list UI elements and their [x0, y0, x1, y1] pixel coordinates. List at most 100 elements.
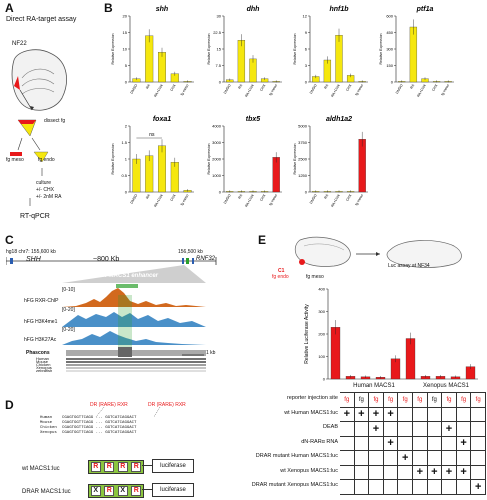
y-tick-label: 1250: [298, 173, 308, 178]
group-labels: Human MACS1 Xenopus MACS1: [338, 383, 486, 389]
grid-cell: +: [413, 465, 428, 480]
panel-e-embryo: [294, 236, 462, 268]
y-tick-label: 200: [318, 332, 325, 337]
y-tick-label: 600: [386, 14, 393, 19]
species-4: Xenopus: [36, 365, 52, 370]
grid-cell: +: [340, 407, 355, 422]
group-human: Human MACS1: [353, 383, 395, 389]
alignment-row: Mouse CGAGTGGTTCAGG ... GGTCATCAGGACT: [40, 421, 137, 425]
grid-cell: [354, 480, 370, 495]
panel-a-rt-qpcr: RT-qPCR: [20, 213, 50, 220]
y-tick-label: 300: [318, 309, 325, 314]
bar: [330, 327, 341, 380]
chart-title: hnf1b: [329, 6, 349, 13]
grid-cell: [442, 407, 457, 422]
fg-endo-piece: [33, 151, 49, 163]
genome-coord-right: 156,500 kb: [178, 249, 203, 255]
grid-cell: [354, 451, 370, 466]
row-label: dN-RARα RNA: [301, 438, 338, 445]
y-tick-label: 450: [386, 30, 393, 35]
left-site-label: DR (RARE) RXR: [90, 402, 128, 408]
distance-label: ~800 Kb: [93, 256, 120, 263]
culture-line-3: +/- 2nM RA: [36, 194, 62, 200]
x-tick-label: DMSO: [309, 193, 318, 204]
x-tick-label: RA: [323, 83, 329, 90]
tadpole-outline: [386, 240, 462, 268]
grid-cell: fg: [383, 393, 399, 408]
x-tick-label: fg meso: [180, 193, 190, 206]
grid-cell: [383, 465, 399, 480]
grid-cell: [398, 436, 413, 451]
grid-cell: fg: [427, 393, 443, 408]
track-name-2: hFG H3K4me1: [24, 319, 58, 325]
x-tick-label: RA+CHX: [244, 83, 255, 98]
y-axis-label: Relative Expression: [293, 143, 297, 174]
grid-cell: +: [383, 407, 399, 422]
grid-cell: +: [369, 407, 384, 422]
grid-cell: [340, 480, 355, 495]
chart-tbx5: tbx5 Relative Expression 0 1000 2000 3000 4000…: [204, 112, 284, 221]
genome-coord-left: hg18 chr7: 155,600 kb: [6, 249, 56, 255]
scale-label: 1 kb: [206, 350, 216, 356]
wt-luciferase-box: luciferase: [152, 459, 194, 473]
x-tick-label: RA: [237, 83, 243, 90]
grid-cell: [398, 407, 413, 422]
species-3: Chicken: [36, 362, 51, 367]
phastcons-track: [66, 350, 206, 356]
x-tick-label: CHX: [345, 83, 352, 92]
x-tick-label: DMSO: [223, 83, 232, 94]
h3k4me1-track: [62, 312, 206, 327]
y-axis-label: Relative Expression: [379, 33, 383, 64]
panel-c-tracks: [6, 257, 217, 372]
fg-meso-label: fg meso: [306, 274, 324, 280]
x-tick-label: DMSO: [130, 83, 139, 94]
y-tick-label: 0: [219, 80, 222, 85]
x-tick-label: CHX: [259, 193, 266, 202]
y-tick-label: 5: [125, 63, 128, 68]
track-range-1: [0-10]: [62, 287, 75, 293]
track-range-3: [0-20]: [62, 327, 75, 333]
panel-a-fg-meso: fg meso: [6, 157, 24, 163]
y-tick-label: 1000: [212, 173, 222, 178]
enhancer-mark: [186, 258, 189, 264]
chart-ptf1a: ptf1a Relative Expression 0 150 300 450 600 DMS…: [376, 2, 456, 111]
grid-cell: [354, 465, 370, 480]
condition-grid: fg fg fg fg fg fg fg fg fg fg + + + + + + + + + + + + + +: [340, 392, 486, 495]
rare-site: R: [117, 462, 128, 472]
panel-d-letter: D: [5, 398, 14, 412]
x-tick-label: CHX: [431, 83, 438, 92]
grid-cell: [427, 436, 443, 451]
rxr-track: [62, 288, 206, 307]
bar: [145, 35, 154, 83]
chart-foxa1: foxa1 Relative Expression 0 0.5 1 1.5 2 DMSO RA R…: [108, 112, 196, 221]
grid-cell: [471, 407, 486, 422]
grid-cell: +: [442, 422, 457, 437]
grid-cell: fg: [471, 393, 486, 408]
y-tick-label: 6: [305, 47, 308, 52]
panel-a-letter: A: [5, 1, 14, 15]
grid-cell: +: [398, 451, 413, 466]
y-tick-label: 5000: [298, 124, 308, 129]
chart-title: dhh: [247, 6, 260, 13]
panel-a-fg-endo: fg endo: [38, 157, 55, 163]
right-site-label: DR (RARE) RXR: [148, 402, 186, 408]
grid-cell: +: [442, 465, 457, 480]
luc-assay-label: Luc assay at NF34: [388, 263, 430, 269]
y-tick-label: 1: [125, 157, 128, 162]
panel-a-title: Direct RA-target assay: [6, 16, 77, 23]
mut-construct-link: [142, 489, 152, 490]
grid-cell: [369, 436, 384, 451]
fg-endo-label: fg endo: [272, 274, 289, 280]
chart-luciferase: Relative Luciferase Activity 0 100 200 300 40…: [300, 283, 480, 388]
grid-cell: +: [354, 407, 370, 422]
gene-label-rnf32: RNF32: [196, 256, 216, 262]
x-tick-label: DMSO: [395, 83, 404, 94]
grid-cell: [383, 451, 399, 466]
y-tick-label: 7.5: [215, 63, 221, 68]
panel-a-culture: culture +/- CHX +/- 2nM RA: [36, 180, 61, 201]
x-tick-label: CHX: [345, 193, 352, 202]
x-tick-label: fg meso: [180, 83, 190, 96]
y-tick-label: 400: [318, 287, 325, 292]
x-tick-label: DMSO: [223, 193, 232, 204]
x-tick-label: CHX: [259, 83, 266, 92]
